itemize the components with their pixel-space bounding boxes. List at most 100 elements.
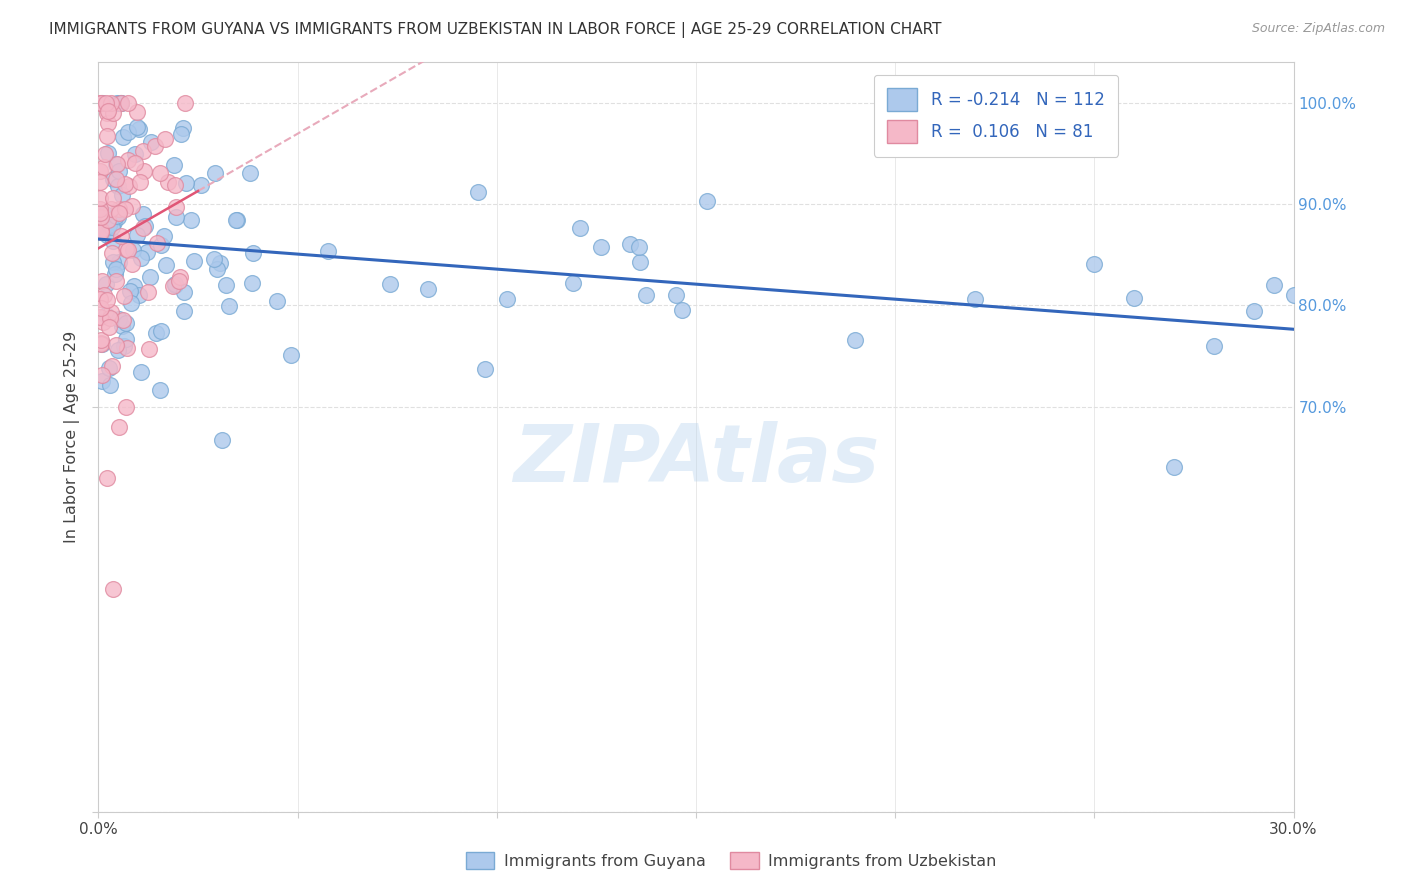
Point	[162, 278, 184, 293]
Point	[94, 308, 117, 322]
Point	[118, 179, 141, 194]
Point	[589, 240, 612, 254]
Point	[103, 234, 125, 248]
Point	[169, 269, 191, 284]
Point	[139, 135, 162, 149]
Point	[172, 120, 194, 135]
Point	[150, 325, 173, 339]
Point	[114, 177, 136, 191]
Point	[100, 378, 122, 392]
Point	[153, 132, 176, 146]
Point	[128, 288, 150, 302]
Point	[105, 261, 128, 276]
Point	[111, 188, 134, 202]
Point	[104, 268, 127, 282]
Point	[174, 176, 197, 190]
Point	[107, 255, 129, 269]
Point	[104, 157, 127, 171]
Point	[163, 278, 186, 293]
Point	[1282, 288, 1305, 302]
Point	[108, 96, 131, 111]
Point	[103, 106, 125, 120]
Text: ZIPAtlas: ZIPAtlas	[513, 420, 879, 499]
Point	[146, 236, 169, 251]
Point	[125, 120, 148, 135]
Point	[122, 278, 145, 293]
Point	[96, 227, 118, 242]
Point	[89, 293, 111, 307]
Point	[112, 129, 135, 144]
Point	[143, 139, 166, 153]
Point	[90, 95, 112, 110]
Point	[1263, 278, 1285, 293]
Point	[173, 285, 195, 299]
Point	[117, 125, 139, 139]
Point	[167, 274, 190, 288]
Point	[202, 252, 225, 267]
Point	[125, 105, 148, 120]
Point	[180, 212, 202, 227]
Point	[117, 243, 139, 257]
Point	[190, 178, 212, 192]
Point	[165, 210, 187, 224]
Point	[111, 318, 134, 333]
Point	[218, 300, 240, 314]
Point	[90, 222, 112, 236]
Point	[110, 229, 132, 244]
Point	[619, 236, 641, 251]
Point	[121, 257, 143, 271]
Point	[105, 171, 128, 186]
Point	[89, 206, 111, 220]
Point	[112, 339, 135, 353]
Point	[127, 227, 149, 242]
Point	[105, 95, 128, 110]
Point	[91, 95, 114, 110]
Text: IMMIGRANTS FROM GUYANA VS IMMIGRANTS FROM UZBEKISTAN IN LABOR FORCE | AGE 25-29 : IMMIGRANTS FROM GUYANA VS IMMIGRANTS FRO…	[49, 22, 942, 38]
Point	[1163, 460, 1185, 475]
Point	[124, 156, 146, 170]
Point	[97, 219, 120, 233]
Point	[156, 175, 179, 189]
Point	[209, 256, 232, 270]
Point	[207, 261, 229, 276]
Point	[110, 95, 132, 110]
Point	[101, 582, 124, 596]
Legend: R = -0.214   N = 112, R =  0.106   N = 81: R = -0.214 N = 112, R = 0.106 N = 81	[875, 75, 1118, 157]
Point	[139, 269, 162, 284]
Point	[101, 191, 124, 205]
Point	[561, 276, 583, 290]
Point	[93, 161, 115, 175]
Point	[163, 277, 186, 291]
Point	[569, 220, 592, 235]
Point	[165, 178, 187, 192]
Point	[1083, 257, 1105, 271]
Point	[96, 129, 118, 144]
Point	[121, 199, 143, 213]
Point	[101, 172, 124, 186]
Point	[132, 164, 155, 178]
Point	[91, 315, 114, 329]
Point	[134, 219, 156, 234]
Point	[145, 326, 167, 340]
Point	[163, 158, 186, 172]
Point	[112, 289, 135, 303]
Point	[115, 400, 138, 414]
Point	[101, 245, 124, 260]
Point	[107, 202, 129, 216]
Point	[627, 240, 650, 254]
Point	[225, 213, 247, 227]
Point	[110, 95, 132, 110]
Point	[114, 332, 136, 346]
Point	[89, 175, 111, 189]
Point	[94, 207, 117, 221]
Point	[280, 348, 302, 362]
Point	[963, 292, 986, 306]
Point	[111, 313, 134, 327]
Legend: Immigrants from Guyana, Immigrants from Uzbekistan: Immigrants from Guyana, Immigrants from …	[460, 846, 1002, 875]
Point	[91, 375, 114, 389]
Point	[131, 207, 153, 221]
Point	[90, 301, 112, 316]
Point	[108, 420, 131, 434]
Point	[128, 175, 150, 189]
Point	[170, 127, 193, 141]
